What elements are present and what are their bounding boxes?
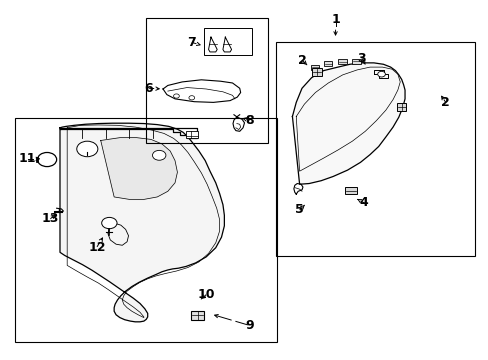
Text: 10: 10: [197, 288, 214, 301]
Text: 9: 9: [244, 319, 253, 332]
Polygon shape: [60, 123, 224, 322]
Text: 1: 1: [330, 13, 339, 26]
Text: 5: 5: [295, 203, 304, 216]
Bar: [16, 118, 276, 342]
Bar: [185, 131, 198, 138]
Bar: [203, 28, 251, 55]
Circle shape: [173, 94, 179, 98]
Text: 12: 12: [88, 240, 105, 253]
Circle shape: [38, 153, 57, 167]
Polygon shape: [101, 138, 177, 199]
Bar: [190, 311, 204, 320]
Circle shape: [77, 141, 98, 157]
Circle shape: [377, 71, 385, 77]
Bar: [311, 68, 322, 76]
Polygon shape: [292, 63, 404, 184]
Text: 6: 6: [144, 82, 153, 95]
Text: 8: 8: [244, 113, 253, 126]
Bar: [396, 103, 406, 111]
Bar: [351, 59, 360, 64]
Bar: [310, 65, 319, 70]
Bar: [275, 42, 473, 256]
Circle shape: [102, 217, 117, 229]
Text: 4: 4: [359, 197, 368, 210]
Bar: [146, 18, 268, 143]
Bar: [337, 59, 346, 64]
Text: 3: 3: [357, 52, 366, 65]
Circle shape: [188, 96, 194, 100]
Circle shape: [152, 150, 165, 160]
Text: 2: 2: [441, 96, 449, 109]
Text: 11: 11: [18, 152, 36, 165]
Text: 7: 7: [187, 36, 196, 49]
Text: 13: 13: [41, 212, 59, 225]
Text: 2: 2: [297, 54, 306, 67]
Bar: [323, 62, 331, 66]
Bar: [345, 187, 356, 194]
